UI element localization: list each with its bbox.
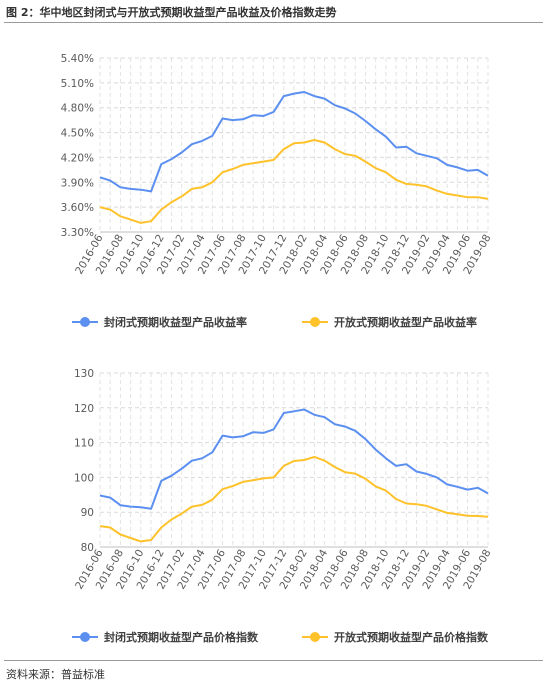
legend-marker-2 [310, 317, 320, 327]
y-tick-label: 3.30% [61, 227, 94, 239]
y-tick-label: 110 [74, 438, 94, 450]
figure-title: 图 2：华中地区封闭式与开放式预期收益型产品收益及价格指数走势 [6, 6, 337, 19]
y-tick-label: 90 [81, 507, 94, 519]
legend-item-1: 封闭式预期收益型产品价格指数 [72, 630, 259, 644]
legend-marker-2 [310, 632, 320, 642]
series-line-2 [99, 455, 489, 543]
price-index-line-chart: 80901001101201302016-062016-082016-10201… [72, 368, 494, 644]
top-rule [4, 22, 543, 23]
legend-label-2: 开放式预期收益型产品收益率 [334, 315, 477, 329]
legend-label-2: 开放式预期收益型产品价格指数 [334, 630, 489, 644]
y-tick-label: 120 [74, 403, 94, 415]
y-tick-label: 4.50% [61, 128, 94, 140]
series-line-1 [99, 91, 489, 193]
legend-item-1: 封闭式预期收益型产品收益率 [72, 315, 247, 329]
y-tick-label: 5.10% [61, 78, 94, 90]
y-tick-label: 3.60% [61, 202, 94, 214]
y-tick-label: 80 [81, 542, 94, 554]
bottom-rule [4, 660, 543, 661]
y-tick-label: 100 [74, 472, 94, 484]
legend-marker-1 [80, 317, 90, 327]
legend-label-1: 封闭式预期收益型产品价格指数 [104, 630, 259, 644]
legend-marker-1 [80, 632, 90, 642]
source-note: 资料来源：普益标准 [6, 668, 105, 681]
yield-line-chart: 3.30% 3.60% 3.90% 4.20% 4.50% 4.80% 5.10% 5.40%… [61, 53, 494, 329]
y-tick-label: 3.90% [61, 177, 94, 189]
y-tick-label: 5.40% [61, 53, 94, 65]
y-tick-label: 130 [74, 368, 94, 380]
legend-item-2: 开放式预期收益型产品价格指数 [302, 630, 489, 644]
y-tick-label: 4.20% [61, 152, 94, 164]
legend-label-1: 封闭式预期收益型产品收益率 [104, 315, 247, 329]
series-line-1 [99, 408, 489, 510]
series-line-2 [99, 139, 489, 224]
y-tick-label: 4.80% [61, 103, 94, 115]
legend-item-2: 开放式预期收益型产品收益率 [302, 315, 477, 329]
